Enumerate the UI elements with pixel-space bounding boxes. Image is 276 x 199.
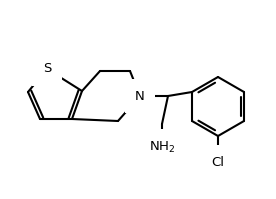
Text: S: S [43, 62, 51, 75]
Text: N: N [135, 90, 145, 102]
Text: NH$_2$: NH$_2$ [149, 139, 175, 155]
Text: Cl: Cl [211, 155, 224, 169]
